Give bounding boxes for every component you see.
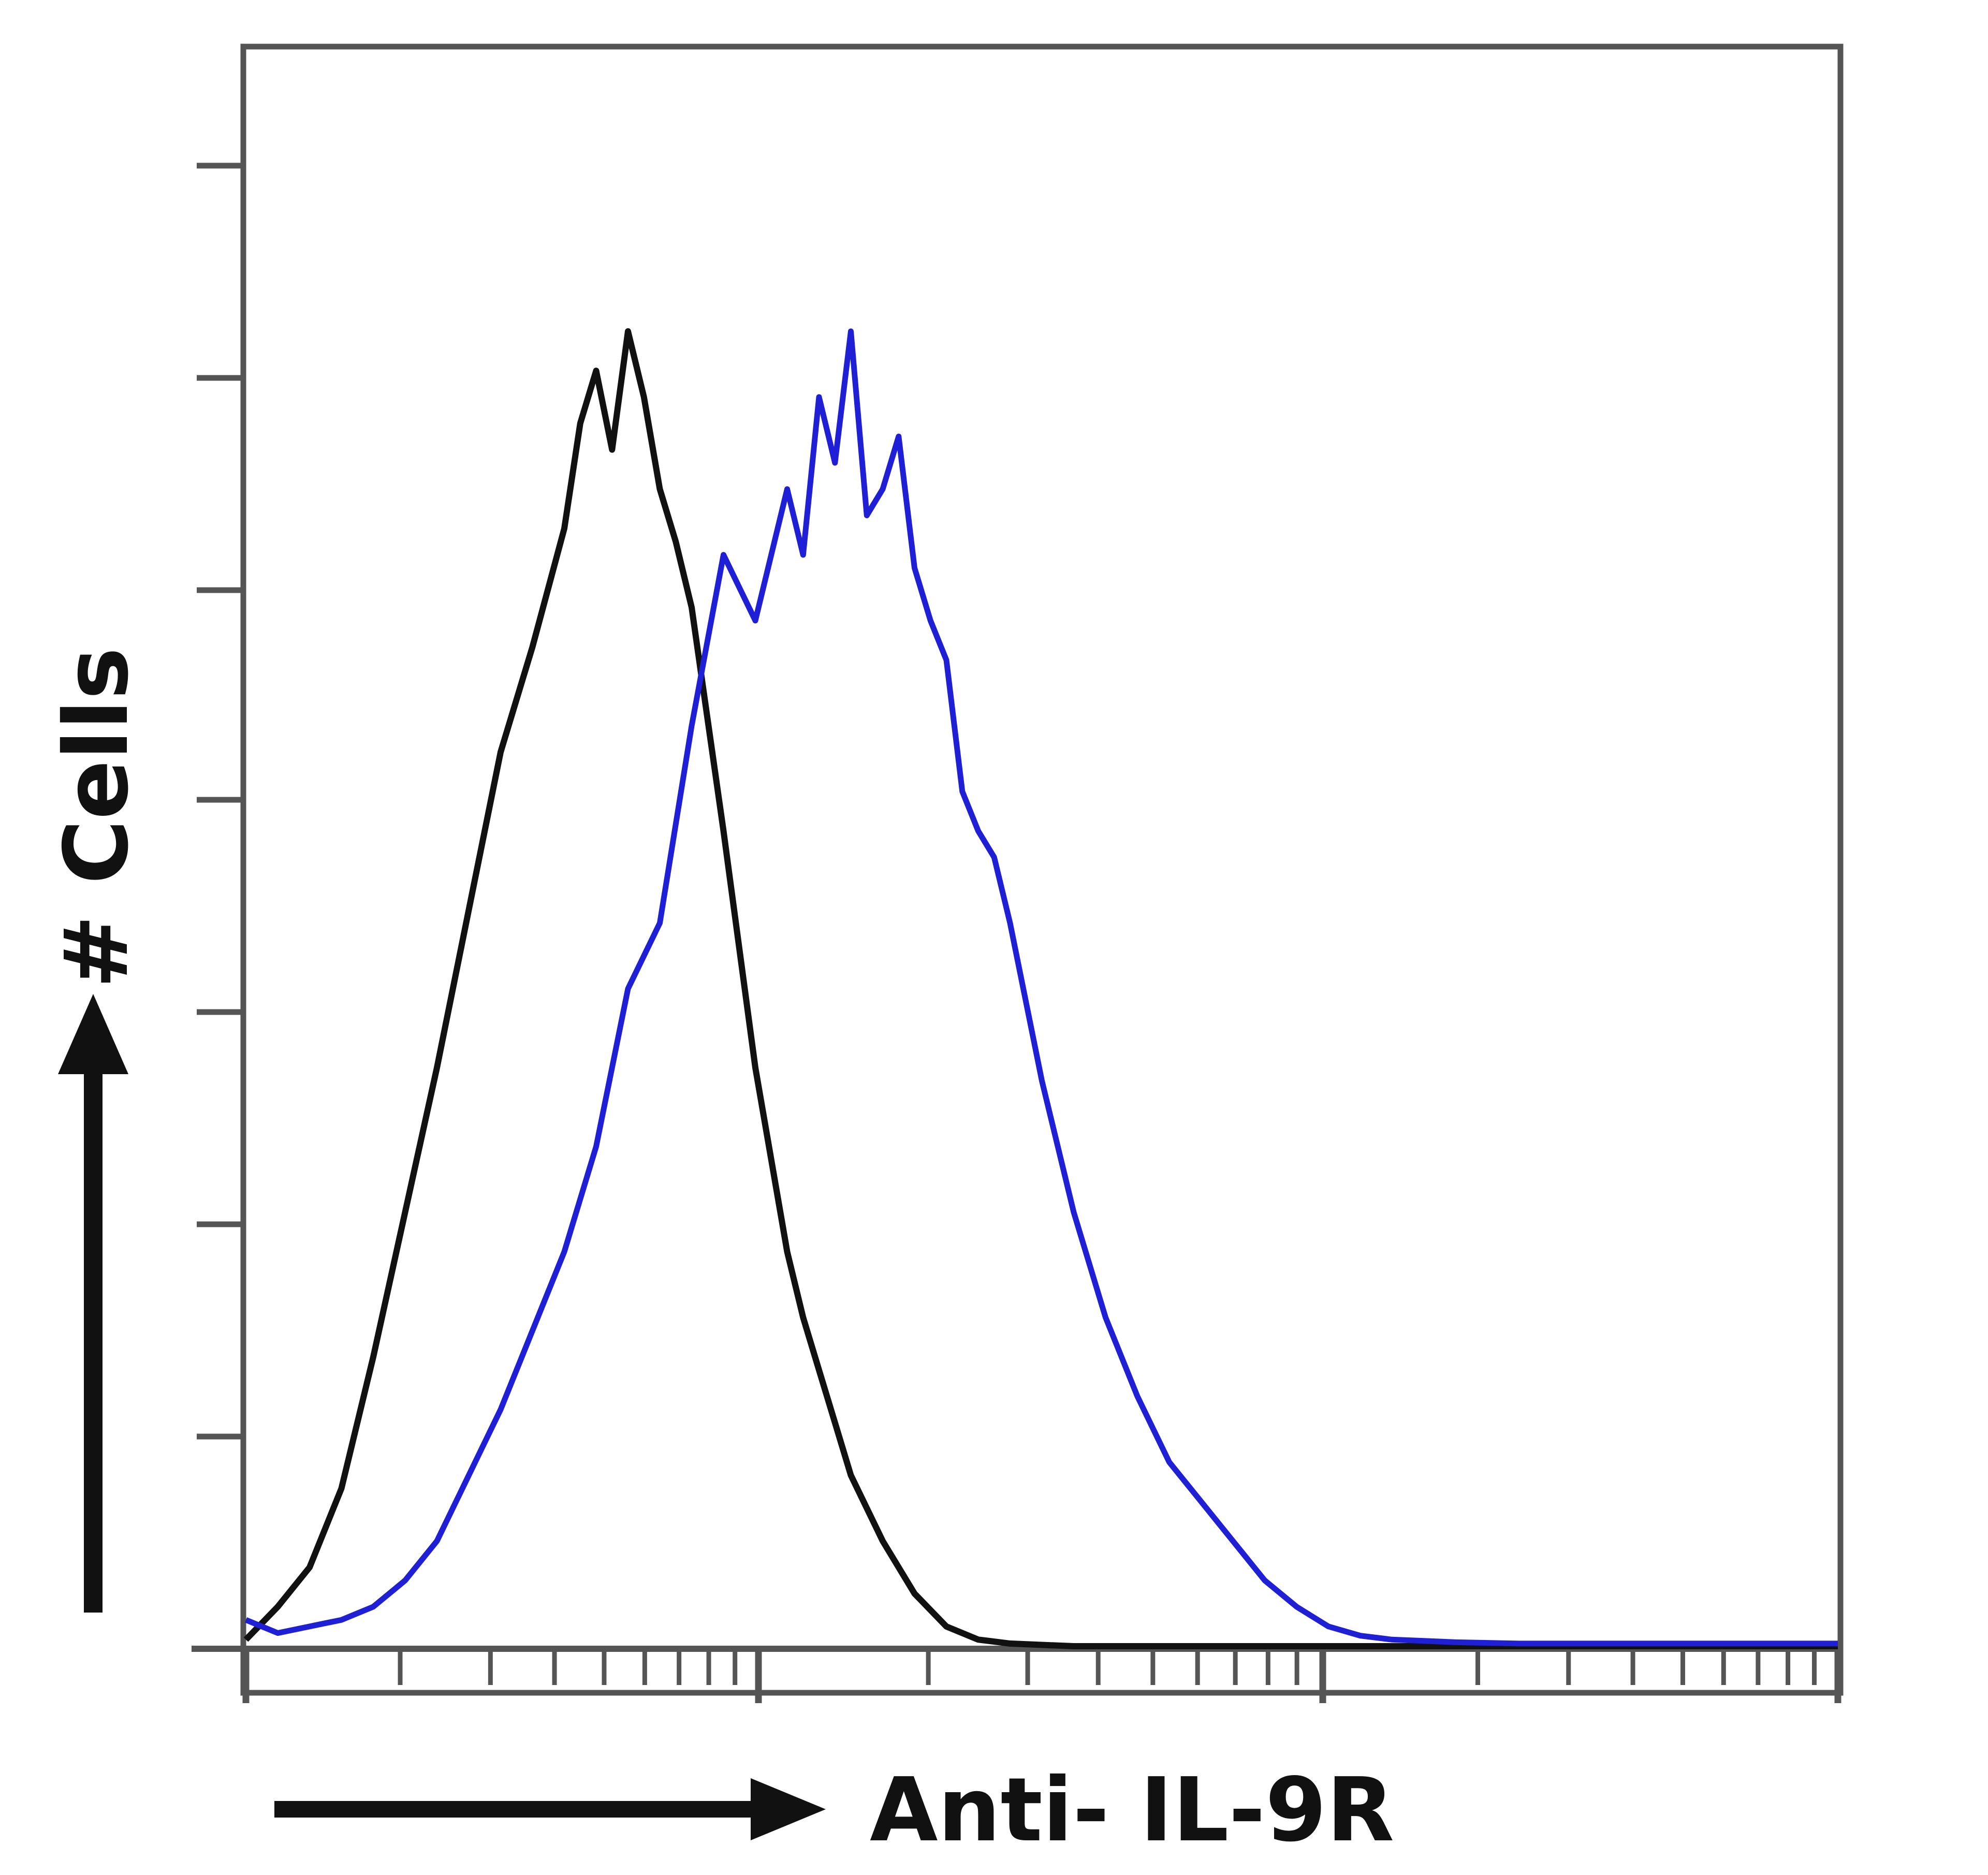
x-axis-title: Anti- IL-9R: [870, 1759, 1394, 1862]
y-axis-title: # Cells: [46, 647, 148, 988]
series-anti-il9r-line: [244, 328, 1838, 1647]
y-axis-ticks: [197, 163, 243, 1440]
series-control-line: [243, 328, 1838, 1649]
x-axis-arrowhead: [751, 1778, 826, 1840]
y-axis-arrowhead: [58, 994, 128, 1074]
plot-frame: [240, 43, 1844, 1696]
x-axis-ticks: [242, 1651, 1841, 1703]
histogram-series: [243, 328, 1838, 1649]
